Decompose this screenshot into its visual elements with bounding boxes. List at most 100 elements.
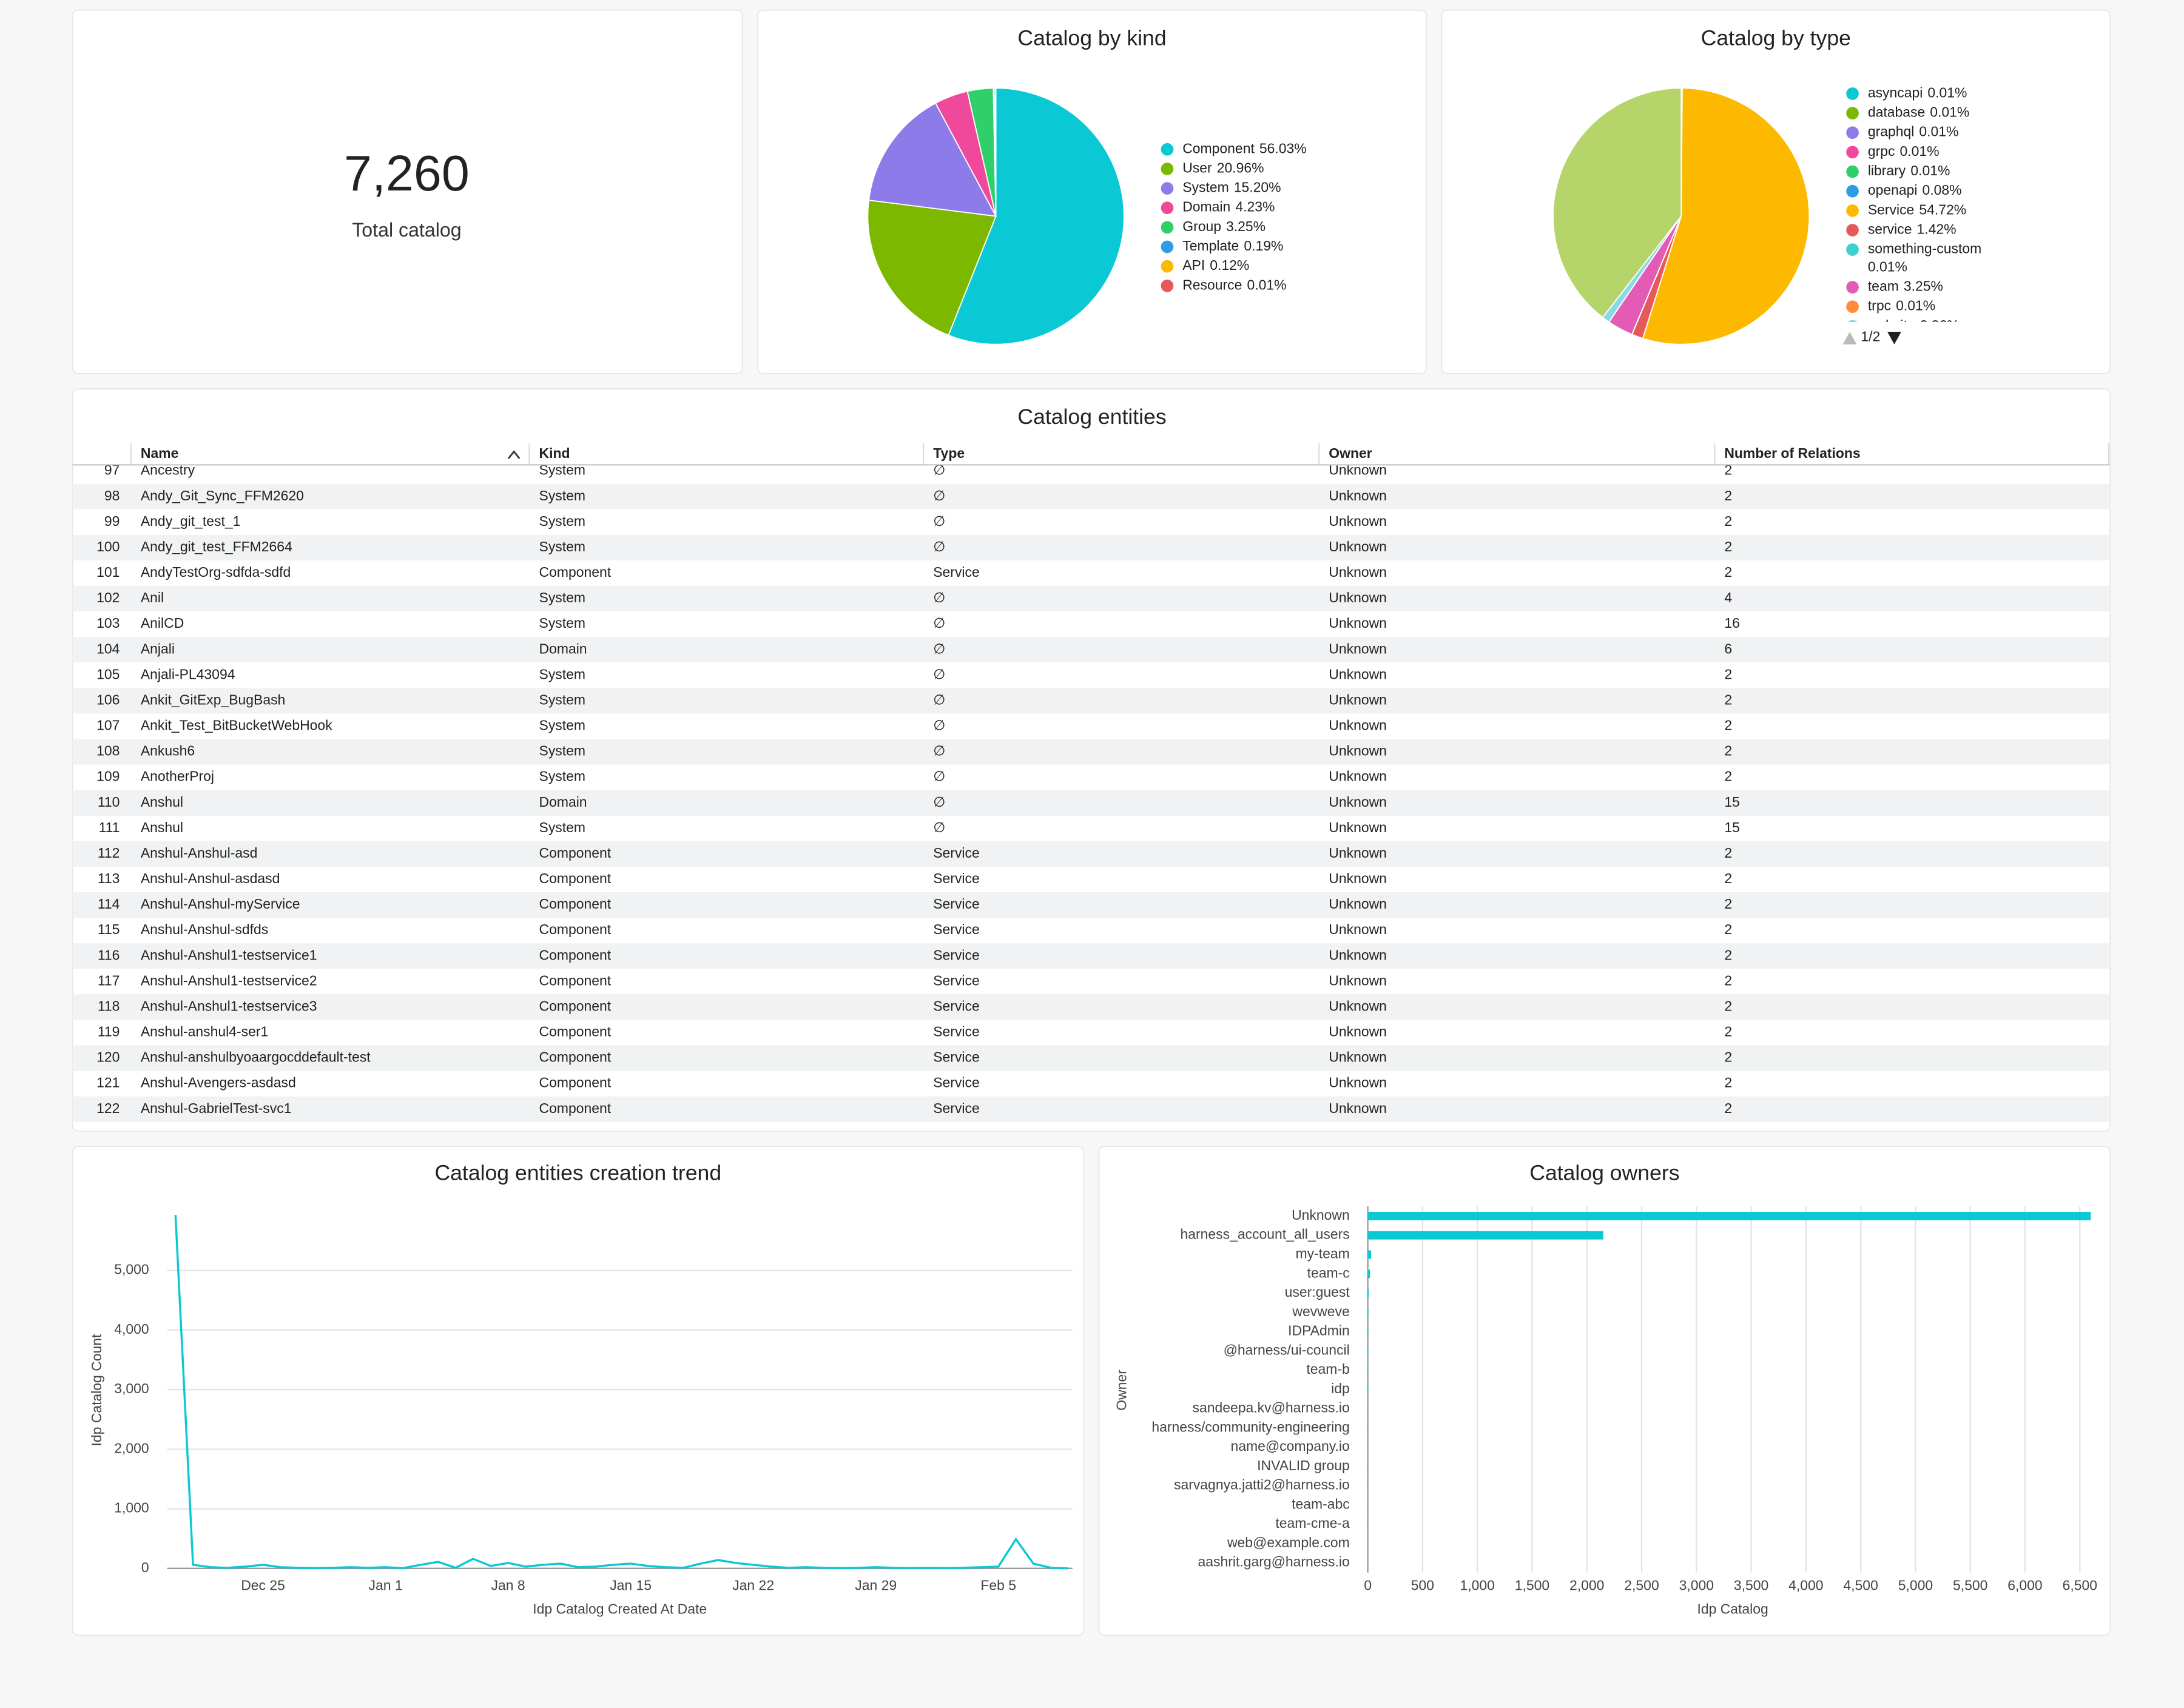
y-tick-label: sarvagnya.jatti2@harness.io (1174, 1477, 1350, 1493)
pie-slice (1552, 87, 1682, 318)
x-tick-label: 2,000 (1569, 1578, 1604, 1593)
kpi-label: Total catalog (352, 219, 461, 241)
column-header[interactable]: Name (141, 445, 178, 461)
legend-swatch (1161, 260, 1174, 273)
bar (1367, 1308, 1369, 1317)
chart-title: Catalog owners (1529, 1160, 1679, 1185)
row-stripe (72, 892, 2111, 918)
cell: Service (933, 1024, 980, 1040)
cell: Anshul-Anshul1-testservice3 (141, 998, 317, 1014)
cell: Anshul (141, 794, 183, 810)
row-index: 102 (96, 590, 120, 605)
column-header[interactable]: Owner (1329, 445, 1372, 461)
cell: Anshul-Anshul1-testservice1 (141, 947, 317, 963)
cell: Unknown (1329, 947, 1387, 963)
cell: Anshul-anshulbyoaargocddefault-test (141, 1049, 371, 1065)
legend-swatch (1161, 182, 1174, 195)
legend-entry: service 1.42% (1868, 221, 1956, 237)
legend-swatch (1846, 107, 1859, 119)
x-tick-label: 5,000 (1898, 1578, 1933, 1593)
legend-entry: database 0.01% (1868, 104, 1969, 120)
legend-swatch (1846, 224, 1859, 237)
cell: ∅ (933, 615, 945, 631)
row-index: 97 (104, 462, 120, 478)
bar (1367, 1231, 1603, 1240)
legend-entry: asyncapi 0.01% (1868, 84, 1967, 100)
row-index: 109 (96, 768, 120, 784)
bar (1367, 1366, 1369, 1374)
pager-up[interactable] (1842, 332, 1857, 345)
cell: Unknown (1329, 768, 1387, 784)
y-tick-label: aashrit.garg@harness.io (1198, 1554, 1349, 1570)
pie-slice (948, 87, 1125, 345)
cell: Service (933, 845, 980, 861)
pager-down[interactable] (1887, 332, 1901, 345)
column-header[interactable]: Number of Relations (1724, 445, 1860, 461)
legend-name: Template (1182, 238, 1239, 254)
y-tick-label: 0 (141, 1559, 149, 1575)
cell: Service (933, 896, 980, 912)
cell: Unknown (1329, 590, 1387, 605)
cell: 2 (1724, 768, 1732, 784)
cell: Anshul-Anshul-asd (141, 845, 258, 861)
cell: Andy_Git_Sync_FFM2620 (141, 488, 304, 503)
cell: Unknown (1329, 513, 1387, 529)
legend-entry: Resource 0.01% (1182, 277, 1286, 292)
row-index: 103 (96, 615, 120, 631)
cell: ∅ (933, 819, 945, 835)
y-tick-label: web@example.com (1227, 1535, 1350, 1550)
legend-swatch (1846, 281, 1859, 294)
cell: Service (933, 1075, 980, 1091)
x-tick-label: 500 (1411, 1578, 1434, 1593)
cell: Unknown (1329, 666, 1387, 682)
cell: Ancestry (141, 462, 195, 478)
cell: Component (539, 1024, 612, 1040)
column-header[interactable]: Type (933, 445, 965, 461)
row-index: 106 (96, 691, 120, 707)
pie-slice (868, 102, 997, 217)
cell: System (539, 718, 585, 733)
y-tick-label: team-abc (1292, 1496, 1350, 1511)
cell: System (539, 462, 585, 478)
y-tick-label: 1,000 (114, 1500, 149, 1516)
cell: 2 (1724, 896, 1732, 912)
row-index: 115 (98, 921, 120, 937)
cell: 4 (1724, 590, 1732, 605)
legend-value: 0.01% (1868, 258, 1907, 274)
cell: Component (539, 564, 612, 580)
column-header[interactable]: Kind (539, 445, 570, 461)
cell: Component (539, 870, 612, 886)
legend-entry: graphql 0.01% (1868, 124, 1959, 140)
cell: 2 (1724, 513, 1732, 529)
x-tick-label: 1,000 (1460, 1578, 1494, 1593)
legend-entry: trpc 0.01% (1868, 298, 1935, 314)
cell: Service (933, 1049, 980, 1065)
cell: 2 (1724, 1024, 1732, 1040)
y-tick-label: my-team (1296, 1246, 1350, 1262)
cell: Service (933, 564, 980, 580)
cell: Unknown (1329, 819, 1387, 835)
y-tick-label: INVALID group (1257, 1458, 1350, 1473)
bar (1367, 1385, 1369, 1394)
cell: 15 (1724, 794, 1740, 810)
legend-entry: System 15.20% (1182, 180, 1281, 195)
cell: 2 (1724, 947, 1732, 963)
cell: System (539, 488, 585, 503)
cell: Unknown (1329, 1024, 1387, 1040)
x-tick-label: 4,000 (1788, 1578, 1823, 1593)
cell: System (539, 513, 585, 529)
x-tick-label: Dec 25 (241, 1578, 285, 1593)
x-axis-label: Idp Catalog (1697, 1601, 1768, 1617)
cell: ∅ (933, 590, 945, 605)
y-tick-label: 4,000 (114, 1321, 149, 1337)
cell: Component (539, 947, 612, 963)
cell: 2 (1724, 718, 1732, 733)
cell: 2 (1724, 691, 1732, 707)
cell: ∅ (933, 513, 945, 529)
row-index: 105 (96, 666, 120, 682)
cell: Anjali (141, 640, 175, 656)
legend-value: 54.72% (1919, 201, 1966, 217)
legend-swatch (1161, 279, 1174, 292)
cell: ∅ (933, 718, 945, 733)
x-tick-label: 6,000 (2007, 1578, 2042, 1593)
